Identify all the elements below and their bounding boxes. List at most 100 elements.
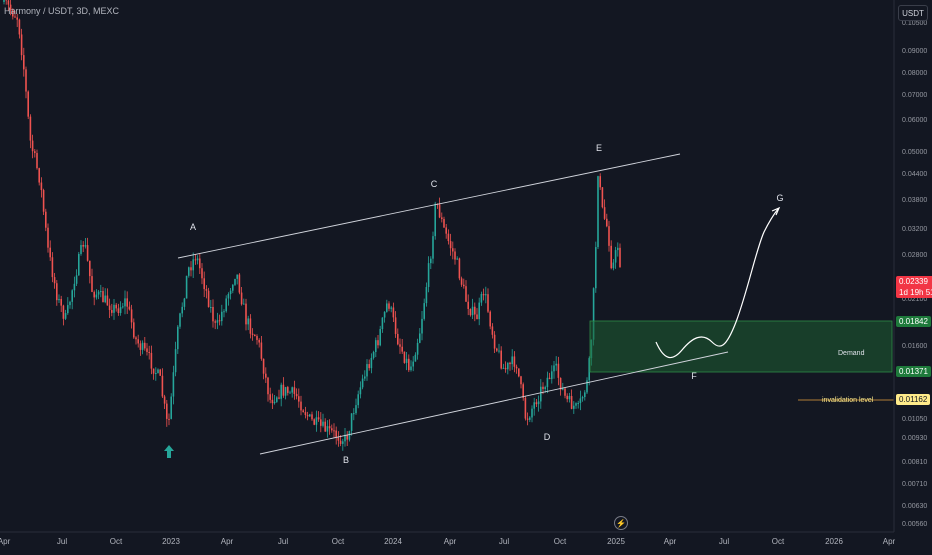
candle-body <box>263 359 265 374</box>
candle-body <box>318 417 320 419</box>
candle-body <box>498 351 500 352</box>
candle-body <box>131 309 133 322</box>
candle-body <box>599 176 601 187</box>
candle-body <box>63 306 65 319</box>
candle-body <box>195 259 197 260</box>
candle-body <box>547 378 549 387</box>
demand-zone-label: Demand <box>838 350 865 357</box>
candle-body <box>487 294 489 311</box>
candle-body <box>377 340 379 345</box>
price-tick-label: 0.00630 <box>902 503 927 510</box>
candle-body <box>186 276 188 299</box>
time-tick-label: Oct <box>772 537 785 546</box>
candle-body <box>118 308 120 313</box>
candle-body <box>421 319 423 334</box>
candle-body <box>67 305 69 313</box>
candle-body <box>316 417 318 424</box>
candle-body <box>289 393 291 394</box>
price-tick-label: 0.01600 <box>902 343 927 350</box>
candle-body <box>452 248 454 251</box>
candle-body <box>115 305 117 309</box>
candle-body <box>412 362 414 367</box>
candle-body <box>133 322 135 337</box>
candle-body <box>179 313 181 326</box>
candle-body <box>489 312 491 327</box>
candle-body <box>401 347 403 352</box>
candle-body <box>399 344 401 346</box>
candle-body <box>175 349 177 372</box>
candle-body <box>274 402 276 403</box>
time-tick-label: Apr <box>664 537 677 546</box>
wave-point-e: E <box>596 143 602 153</box>
candle-body <box>322 422 324 426</box>
time-tick-label: Apr <box>0 537 11 546</box>
candle-body <box>135 337 137 339</box>
candle-body <box>258 340 260 343</box>
candle-body <box>305 412 307 415</box>
candle-body <box>137 339 139 343</box>
candle-body <box>492 326 494 334</box>
candle-body <box>428 263 430 287</box>
currency-badge[interactable]: USDT <box>898 5 928 21</box>
candle-body <box>241 293 243 305</box>
candle-body <box>441 217 443 219</box>
time-tick-label: Apr <box>883 537 896 546</box>
lower-trendline <box>260 352 728 454</box>
candle-body <box>30 117 32 141</box>
candle-body <box>434 204 436 236</box>
price-tick-label: 0.10500 <box>902 20 927 27</box>
candle-body <box>170 397 172 419</box>
candle-body <box>126 298 128 306</box>
time-tick-label: 2025 <box>607 537 625 546</box>
candle-body <box>531 409 533 418</box>
candle-body <box>212 307 214 321</box>
candle-body <box>276 397 278 401</box>
candle-body <box>417 343 419 355</box>
candle-body <box>472 307 474 315</box>
candle-body <box>602 187 604 207</box>
candle-body <box>16 17 18 19</box>
candle-body <box>272 400 274 403</box>
candle-body <box>573 406 575 409</box>
candle-body <box>349 431 351 440</box>
candle-body <box>234 279 236 285</box>
price-tick-label: 0.02800 <box>902 252 927 259</box>
bar-countdown: 1d 19h 51 <box>899 287 932 298</box>
candle-body <box>419 333 421 342</box>
candle-body <box>140 343 142 349</box>
candle-body <box>129 307 131 310</box>
candle-body <box>252 334 254 335</box>
candle-body <box>100 291 102 292</box>
lightning-icon[interactable]: ⚡ <box>614 516 628 530</box>
candle-body <box>21 34 23 55</box>
candle-body <box>386 303 388 311</box>
candle-body <box>368 364 370 368</box>
candle-body <box>351 413 353 431</box>
candle-body <box>474 307 476 315</box>
candle-body <box>309 414 311 416</box>
candle-body <box>516 367 518 369</box>
candle-body <box>571 396 573 409</box>
price-tick-label: 0.01050 <box>902 416 927 423</box>
time-tick-label: Jul <box>499 537 509 546</box>
candle-body <box>390 308 392 309</box>
time-tick-label: Oct <box>332 537 345 546</box>
time-tick-label: Apr <box>444 537 457 546</box>
candle-body <box>503 368 505 369</box>
candle-body <box>197 258 199 260</box>
candle-body <box>307 415 309 416</box>
candle-body <box>456 259 458 260</box>
candle-body <box>219 320 221 321</box>
candle-body <box>151 353 153 369</box>
candle-body <box>551 371 553 379</box>
wave-point-b: B <box>343 455 349 465</box>
candle-body <box>302 410 304 412</box>
candle-body <box>232 285 234 291</box>
candle-body <box>500 351 502 369</box>
candle-body <box>250 318 252 333</box>
candle-body <box>615 250 617 262</box>
candle-body <box>261 343 263 359</box>
candle-body <box>463 285 465 286</box>
